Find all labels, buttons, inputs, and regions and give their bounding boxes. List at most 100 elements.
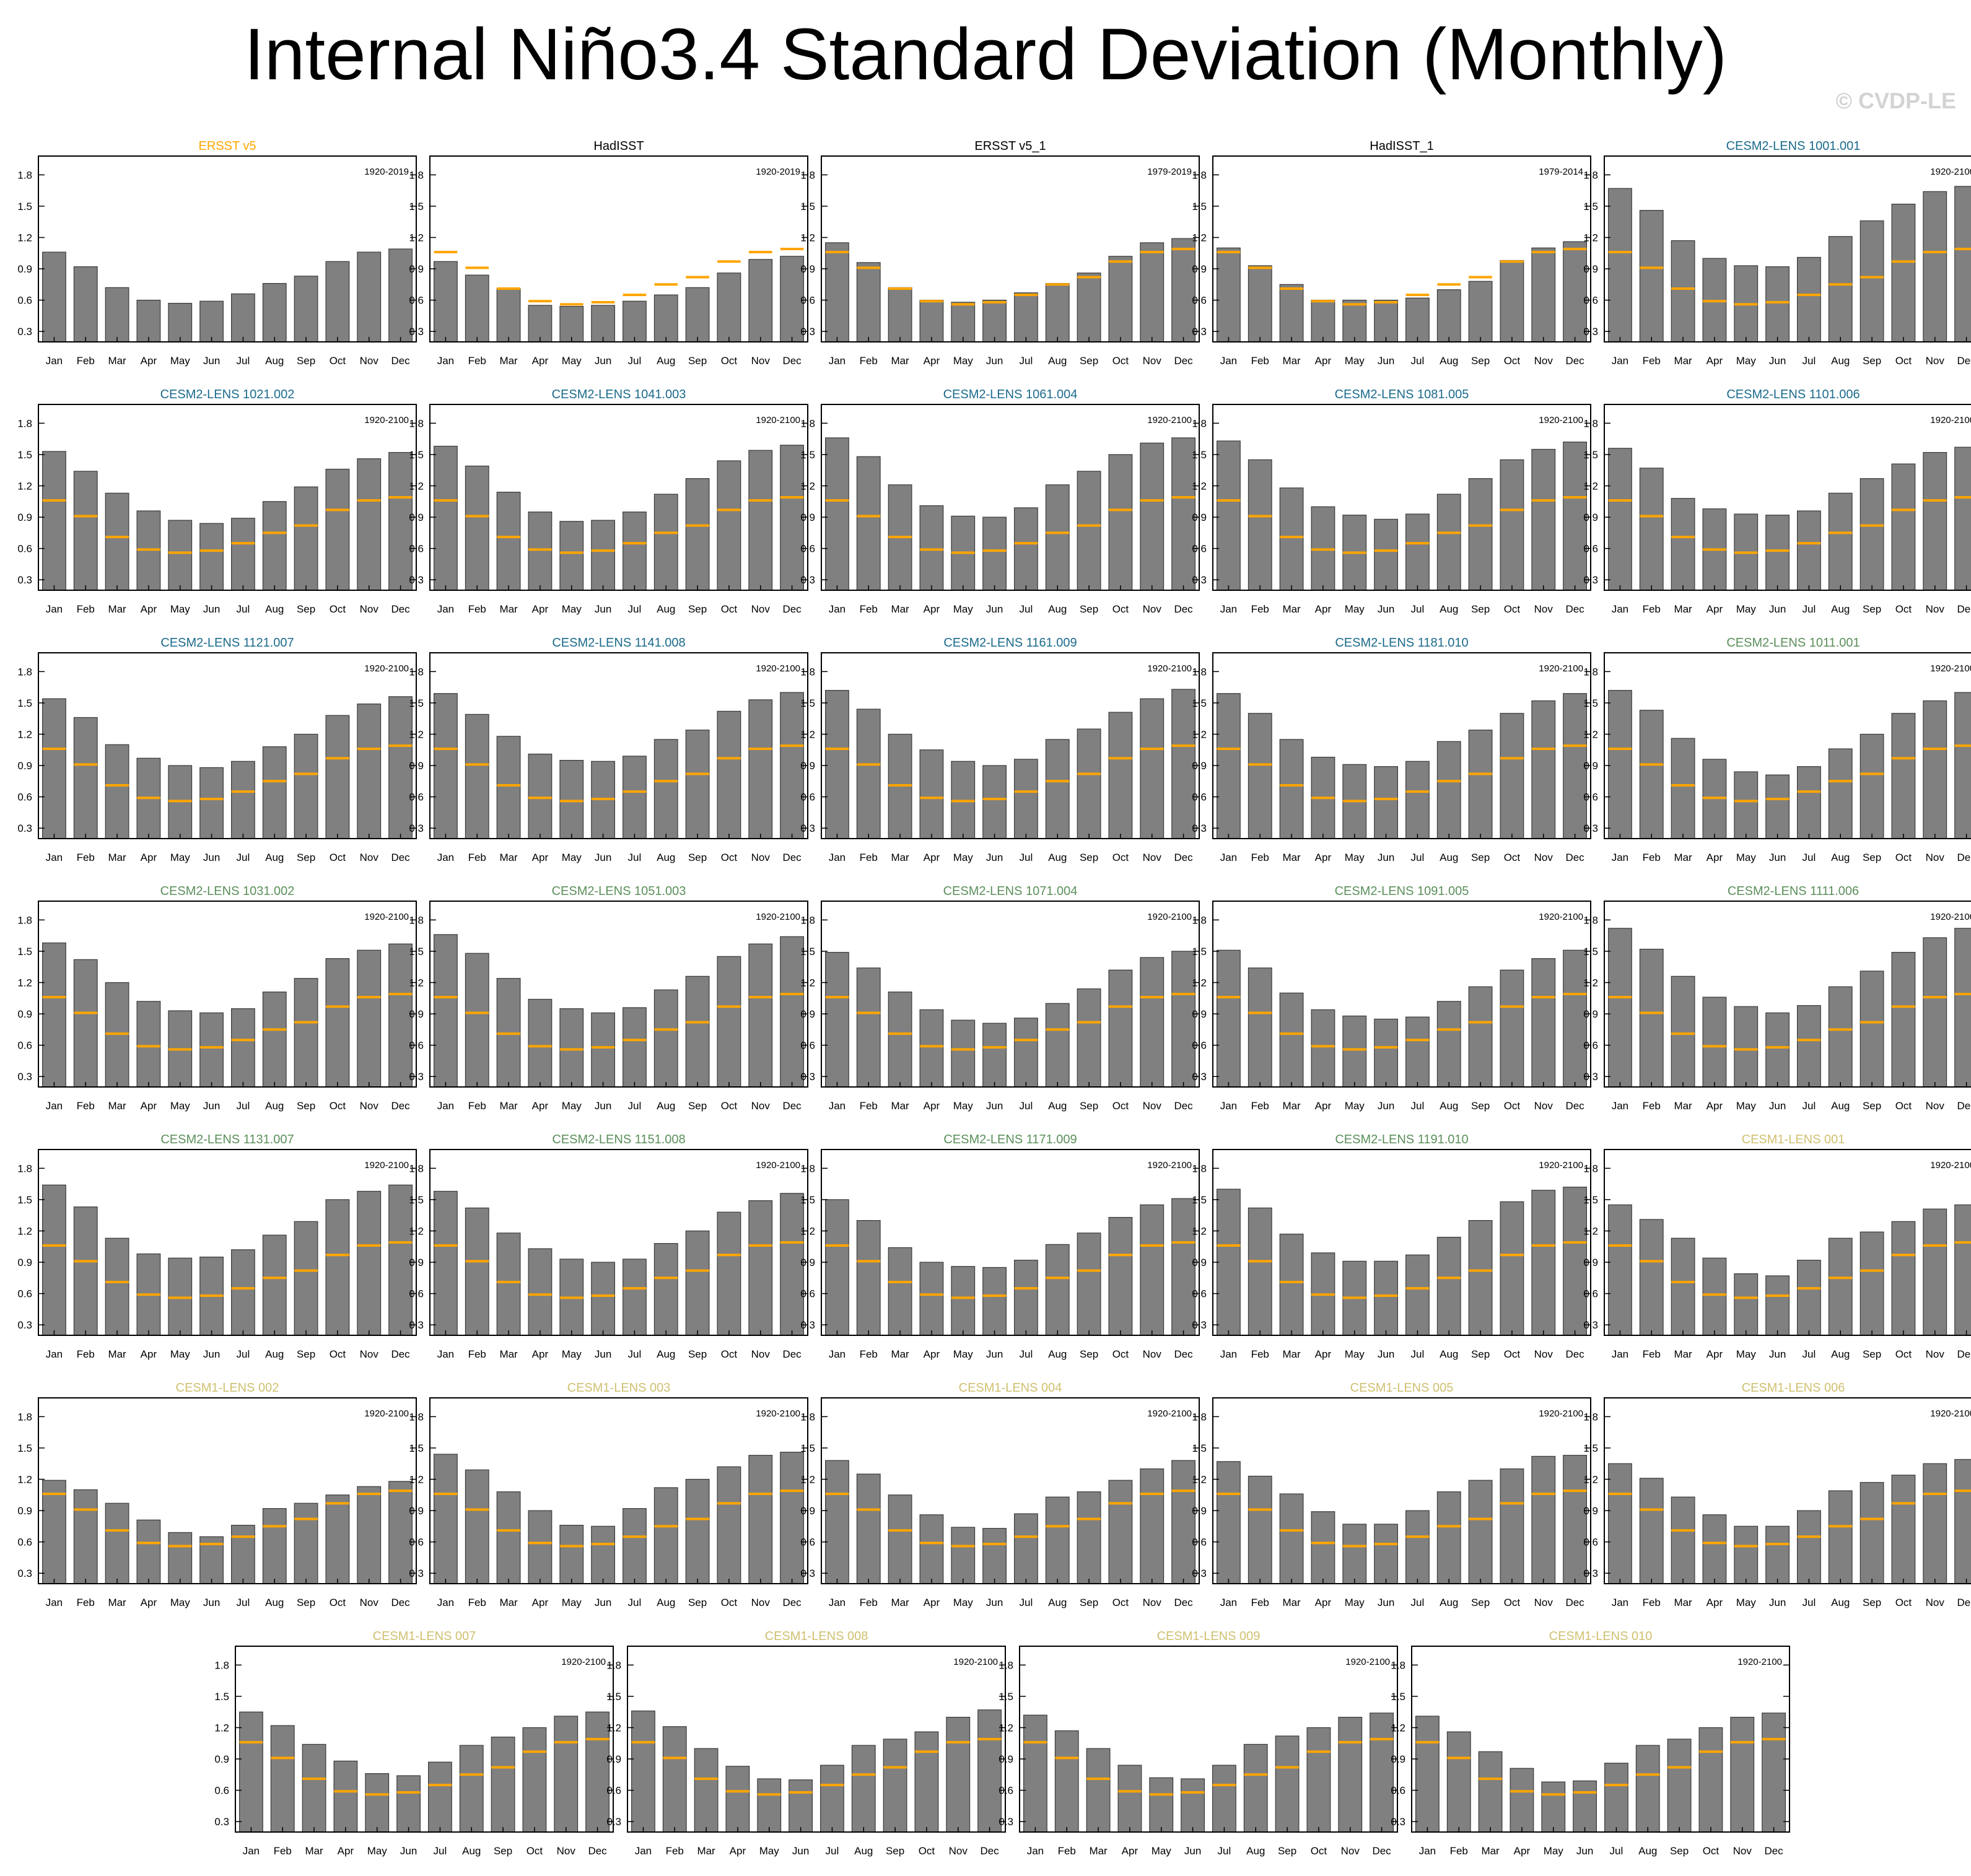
x-tick-label: Apr bbox=[141, 852, 157, 863]
y-tick-label: 1.5 bbox=[409, 1194, 424, 1206]
x-tick-label: Apr bbox=[1707, 852, 1723, 863]
bar bbox=[1468, 478, 1493, 591]
bar bbox=[717, 1466, 741, 1584]
bar bbox=[1171, 689, 1195, 839]
bar bbox=[1014, 1018, 1038, 1088]
bar bbox=[1436, 1491, 1461, 1584]
y-tick-label: 1.5 bbox=[17, 1194, 32, 1206]
x-tick-label: Oct bbox=[1703, 1845, 1720, 1857]
y-tick-label: 1.5 bbox=[1583, 1194, 1598, 1206]
bar bbox=[1563, 1187, 1587, 1336]
y-tick-label: 0.6 bbox=[1192, 792, 1207, 803]
bar bbox=[42, 451, 66, 591]
bar bbox=[591, 520, 615, 591]
x-tick-label: Jul bbox=[1020, 355, 1033, 367]
x-tick-label: Nov bbox=[751, 603, 771, 615]
bar bbox=[1531, 1190, 1556, 1336]
panel: CESM2-LENS 1061.004 0.3 0.6 0.9 1.2 1.5 1.8 Jan… bbox=[800, 388, 1200, 615]
x-tick-label: Dec bbox=[1957, 1348, 1971, 1360]
x-tick-label: Apr bbox=[1315, 1597, 1332, 1608]
bar bbox=[1045, 283, 1070, 342]
bar bbox=[780, 1193, 804, 1336]
bar bbox=[1531, 1455, 1556, 1584]
bar bbox=[1374, 1018, 1398, 1088]
bar bbox=[199, 523, 224, 591]
bar bbox=[685, 975, 710, 1088]
bar bbox=[333, 1760, 358, 1833]
bar bbox=[1279, 284, 1304, 342]
x-tick-label: Jan bbox=[829, 603, 846, 615]
y-tick-label: 0.9 bbox=[800, 1257, 815, 1268]
x-tick-label: Apr bbox=[1315, 1100, 1332, 1112]
panel-title: CESM2-LENS 1111.006 bbox=[1728, 884, 1859, 898]
period-label: 1920-2019 bbox=[364, 167, 409, 177]
bar bbox=[496, 288, 521, 342]
x-tick-label: Sep bbox=[1080, 852, 1098, 863]
bar bbox=[1077, 728, 1101, 839]
y-tick-label: 0.6 bbox=[1192, 1040, 1207, 1052]
x-tick-label: Feb bbox=[1058, 1845, 1076, 1857]
panel-title: HadISST bbox=[593, 139, 644, 153]
x-tick-label: Apr bbox=[924, 1348, 940, 1360]
bar bbox=[1639, 1219, 1664, 1336]
x-tick-label: Feb bbox=[1251, 1597, 1269, 1608]
bar bbox=[1374, 766, 1398, 839]
y-tick-label: 1.2 bbox=[214, 1722, 229, 1734]
x-tick-label: Sep bbox=[297, 1100, 315, 1112]
bar bbox=[1275, 1735, 1300, 1833]
x-tick-label: Mar bbox=[108, 852, 126, 863]
y-tick-label: 1.2 bbox=[1192, 1473, 1207, 1485]
x-tick-label: Sep bbox=[886, 1845, 904, 1857]
x-tick-label: Oct bbox=[1895, 1597, 1912, 1608]
bar bbox=[168, 303, 193, 342]
bar bbox=[1248, 967, 1272, 1088]
x-tick-label: May bbox=[170, 1348, 191, 1360]
panel-title: CESM2-LENS 1051.003 bbox=[552, 884, 686, 898]
bar bbox=[357, 949, 382, 1088]
x-tick-label: Aug bbox=[1048, 603, 1067, 615]
x-tick-label: Sep bbox=[1863, 355, 1881, 367]
y-tick-label: 0.9 bbox=[1192, 263, 1207, 275]
bar bbox=[1171, 1460, 1195, 1584]
y-tick-label: 1.5 bbox=[409, 201, 424, 212]
x-tick-label: Apr bbox=[532, 1597, 549, 1608]
panel-title: CESM1-LENS 009 bbox=[1157, 1630, 1261, 1643]
x-tick-label: Jun bbox=[1378, 1100, 1394, 1112]
bar bbox=[136, 1519, 161, 1584]
y-tick-label: 1.5 bbox=[1583, 1442, 1598, 1454]
bar bbox=[1500, 713, 1524, 839]
x-tick-label: Jul bbox=[1020, 1348, 1033, 1360]
bar bbox=[1171, 1198, 1195, 1336]
x-tick-label: Dec bbox=[1174, 852, 1193, 863]
x-tick-label: Jul bbox=[237, 355, 250, 367]
x-tick-label: Jun bbox=[203, 603, 220, 615]
x-tick-label: Jul bbox=[237, 852, 250, 863]
bar bbox=[1797, 256, 1821, 342]
x-tick-label: Apr bbox=[532, 1100, 549, 1112]
bar bbox=[591, 1525, 615, 1584]
period-label: 1920-2100 bbox=[756, 912, 800, 922]
y-tick-label: 0.6 bbox=[606, 1785, 621, 1797]
x-tick-label: Nov bbox=[751, 852, 771, 863]
panel: CESM2-LENS 1181.010 0.3 0.6 0.9 1.2 1.5 1.8 Jan… bbox=[1192, 636, 1591, 863]
bar bbox=[1311, 1511, 1335, 1584]
x-tick-label: Aug bbox=[265, 1348, 284, 1360]
x-tick-label: Jun bbox=[1769, 1348, 1786, 1360]
bar bbox=[434, 934, 458, 1088]
panel: ERSST v5_1 0.3 0.6 0.9 1.2 1.5 1.8 Jan Feb Mar Apr… bbox=[800, 139, 1200, 367]
bar bbox=[105, 1503, 129, 1584]
x-tick-label: Jan bbox=[437, 355, 454, 367]
x-tick-label: Feb bbox=[1643, 1100, 1661, 1112]
y-tick-label: 1.8 bbox=[17, 914, 32, 926]
bar bbox=[42, 251, 66, 342]
y-tick-label: 1.2 bbox=[800, 1473, 815, 1485]
period-label: 1979-2014 bbox=[1539, 167, 1583, 177]
x-tick-label: Mar bbox=[1674, 1597, 1692, 1608]
x-tick-label: Feb bbox=[1643, 852, 1661, 863]
x-tick-label: May bbox=[1736, 603, 1757, 615]
x-tick-label: Dec bbox=[1174, 1597, 1193, 1608]
x-tick-label: Jan bbox=[1220, 1348, 1237, 1360]
x-tick-label: Jan bbox=[46, 355, 63, 367]
y-tick-label: 0.9 bbox=[1583, 1505, 1598, 1517]
x-tick-label: Mar bbox=[499, 603, 518, 615]
